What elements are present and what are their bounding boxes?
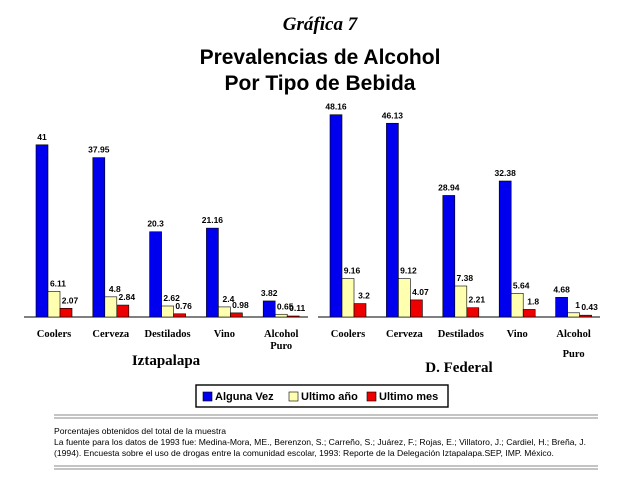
group-label-iztapalapa: Iztapalapa — [132, 353, 201, 369]
tick-label-iztapalapa-coolers: Coolers — [37, 329, 71, 340]
chart-kicker: Gráfica 7 — [282, 14, 358, 35]
legend-swatch-alguna-vez — [202, 391, 213, 402]
bar-iztapalapa-coolers-alguna-vez — [35, 144, 49, 318]
legend-label-ultimo-mes: Ultimo mes — [379, 391, 438, 403]
bar-iztapalapa-destilados-ultimo-mes — [173, 313, 186, 318]
data-label-d-federal-alcohol-puro-ultimo-ano: 1 — [575, 300, 580, 310]
bar-d-federal-cerveza-ultimo-mes — [410, 299, 423, 318]
data-label-d-federal-destilados-ultimo-ano: 7.38 — [457, 273, 474, 283]
footer-note: Porcentajes obtenidos del total de la mu… — [54, 426, 226, 436]
data-label-iztapalapa-cerveza-alguna-vez: 37.95 — [88, 145, 110, 155]
bar-d-federal-destilados-ultimo-mes — [466, 307, 480, 318]
data-label-iztapalapa-alcohol-puro-ultimo-ano: 0.65 — [277, 301, 294, 311]
bar-d-federal-coolers-alguna-vez — [329, 114, 343, 318]
data-label-d-federal-destilados-ultimo-mes: 2.21 — [469, 295, 486, 305]
data-label-iztapalapa-coolers-alguna-vez: 41 — [37, 132, 47, 142]
legend-box — [195, 384, 449, 408]
chart-footer: Porcentajes obtenidos del total de la mu… — [54, 426, 624, 459]
group-label-d-federal: D. Federal — [425, 360, 492, 376]
data-label-d-federal-alcohol-puro-alguna-vez: 4.68 — [553, 284, 570, 294]
tick-label-d-federal-destilados: Destilados — [438, 329, 484, 340]
bar-d-federal-vino-ultimo-ano — [510, 293, 524, 318]
bar-iztapalapa-alcohol-puro-ultimo-ano — [274, 313, 288, 318]
bar-d-federal-vino-alguna-vez — [498, 180, 512, 318]
bar-iztapalapa-vino-ultimo-ano — [218, 306, 231, 318]
bar-iztapalapa-alcohol-puro-ultimo-mes — [286, 315, 300, 318]
data-label-iztapalapa-coolers-ultimo-mes: 2.07 — [62, 295, 79, 305]
chart-title-line1: Prevalencias de Alcohol — [199, 46, 441, 69]
footer-source-line2: (1994). Encuesta sobre el uso de drogas … — [54, 448, 554, 458]
bar-iztapalapa-cerveza-ultimo-ano — [104, 296, 118, 318]
data-label-iztapalapa-coolers-ultimo-ano: 6.11 — [50, 278, 66, 288]
data-label-d-federal-coolers-ultimo-mes: 3.2 — [358, 291, 370, 301]
data-label-iztapalapa-destilados-ultimo-mes: 0.76 — [175, 301, 192, 311]
data-label-iztapalapa-cerveza-ultimo-mes: 2.84 — [119, 292, 136, 302]
data-label-iztapalapa-destilados-ultimo-ano: 2.62 — [163, 293, 180, 303]
tick-label-d-federal-alcohol-puro-2: Puro — [563, 349, 585, 360]
bar-d-federal-destilados-ultimo-ano — [454, 285, 468, 318]
tick-label-d-federal-alcohol-puro-1: Alcohol — [556, 329, 591, 340]
footer-source-line1: La fuente para los datos de 1993 fue: Me… — [54, 437, 586, 447]
bar-d-federal-alcohol-puro-ultimo-ano — [567, 312, 580, 318]
tick-label-iztapalapa-alcohol-puro-2: Puro — [270, 341, 292, 352]
bar-iztapalapa-cerveza-ultimo-mes — [116, 304, 130, 318]
bar-d-federal-cerveza-ultimo-ano — [398, 278, 411, 318]
legend-swatch-ultimo-ano — [288, 391, 299, 402]
data-label-d-federal-destilados-alguna-vez: 28.94 — [438, 182, 460, 192]
bar-iztapalapa-vino-alguna-vez — [206, 227, 219, 318]
bar-iztapalapa-vino-ultimo-mes — [230, 312, 243, 318]
data-label-d-federal-cerveza-alguna-vez: 46.13 — [382, 110, 404, 120]
data-label-iztapalapa-alcohol-puro-alguna-vez: 3.82 — [261, 288, 278, 298]
legend-label-alguna-vez: Alguna Vez — [215, 391, 274, 403]
data-label-d-federal-alcohol-puro-ultimo-mes: 0.43 — [581, 302, 598, 312]
data-label-iztapalapa-cerveza-ultimo-ano: 4.8 — [109, 284, 121, 294]
bar-iztapalapa-coolers-ultimo-ano — [47, 291, 61, 318]
tick-label-iztapalapa-destilados: Destilados — [145, 329, 191, 340]
tick-label-d-federal-cerveza: Cerveza — [386, 329, 423, 340]
data-label-d-federal-vino-ultimo-ano: 5.64 — [513, 280, 530, 290]
bar-d-federal-coolers-ultimo-mes — [353, 303, 367, 318]
bar-iztapalapa-destilados-alguna-vez — [149, 231, 162, 318]
data-label-d-federal-coolers-alguna-vez: 48.16 — [325, 102, 347, 112]
legend-label-ultimo-ano: Ultimo año — [301, 391, 358, 403]
data-label-d-federal-coolers-ultimo-ano: 9.16 — [344, 266, 361, 276]
tick-label-d-federal-vino: Vino — [507, 329, 528, 340]
bar-d-federal-alcohol-puro-ultimo-mes — [579, 314, 592, 318]
data-label-iztapalapa-alcohol-puro-ultimo-mes: 0.11 — [289, 303, 305, 313]
data-label-d-federal-vino-ultimo-mes: 1.8 — [527, 296, 539, 306]
tick-label-iztapalapa-vino: Vino — [214, 329, 235, 340]
data-label-d-federal-vino-alguna-vez: 32.38 — [495, 168, 517, 178]
legend-swatch-ultimo-mes — [366, 391, 377, 402]
bar-d-federal-coolers-ultimo-ano — [341, 278, 355, 318]
bar-iztapalapa-cerveza-alguna-vez — [92, 157, 106, 318]
bar-d-federal-destilados-alguna-vez — [442, 195, 456, 318]
data-label-iztapalapa-vino-ultimo-ano: 2.4 — [222, 294, 234, 304]
data-label-iztapalapa-destilados-alguna-vez: 20.3 — [147, 219, 164, 229]
data-label-d-federal-cerveza-ultimo-ano: 9.12 — [400, 266, 417, 276]
chart-title-line2: Por Tipo de Bebida — [224, 72, 416, 95]
bar-iztapalapa-destilados-ultimo-ano — [161, 305, 174, 318]
bar-d-federal-alcohol-puro-alguna-vez — [555, 297, 568, 318]
data-label-iztapalapa-vino-ultimo-mes: 0.98 — [232, 300, 249, 310]
bar-iztapalapa-alcohol-puro-alguna-vez — [262, 300, 276, 318]
data-label-d-federal-cerveza-ultimo-mes: 4.07 — [412, 287, 429, 297]
tick-label-iztapalapa-cerveza: Cerveza — [92, 329, 129, 340]
tick-label-d-federal-coolers: Coolers — [331, 329, 365, 340]
data-label-iztapalapa-vino-alguna-vez: 21.16 — [202, 215, 224, 225]
bar-d-federal-vino-ultimo-mes — [522, 309, 536, 318]
tick-label-iztapalapa-alcohol-puro-1: Alcohol — [264, 329, 299, 340]
bar-d-federal-cerveza-alguna-vez — [386, 122, 399, 318]
bar-iztapalapa-coolers-ultimo-mes — [59, 308, 73, 318]
